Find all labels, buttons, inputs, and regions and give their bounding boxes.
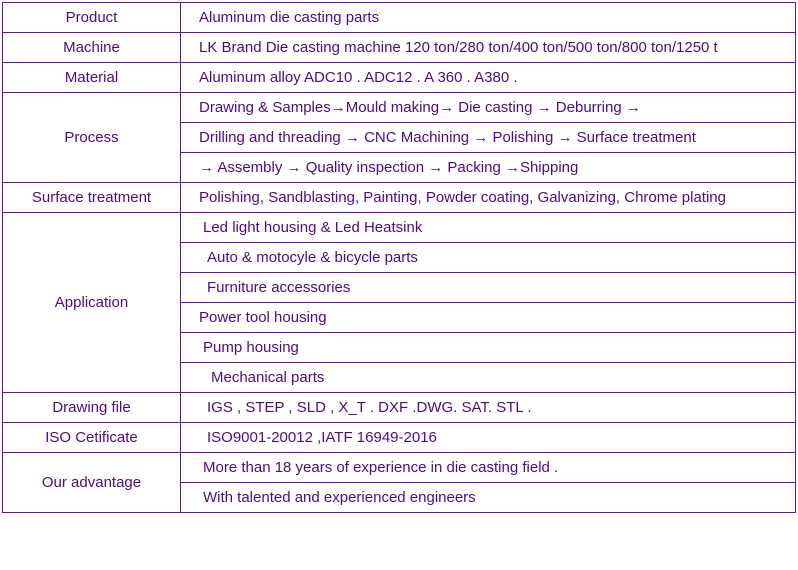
row-label: Drawing file — [3, 393, 181, 423]
row-value: More than 18 years of experience in die … — [181, 453, 796, 483]
table-row: MaterialAluminum alloy ADC10 . ADC12 . A… — [3, 63, 796, 93]
row-label: Material — [3, 63, 181, 93]
row-value: Polishing, Sandblasting, Painting, Powde… — [181, 183, 796, 213]
spec-table-body: ProductAluminum die casting partsMachine… — [3, 3, 796, 513]
row-label: Product — [3, 3, 181, 33]
table-row: ApplicationLed light housing & Led Heats… — [3, 213, 796, 243]
row-label: Our advantage — [3, 453, 181, 513]
row-value: Aluminum die casting parts — [181, 3, 796, 33]
table-row: ProcessDrawing & Samples→Mould making→ D… — [3, 93, 796, 123]
table-row: MachineLK Brand Die casting machine 120 … — [3, 33, 796, 63]
row-label: ISO Cetificate — [3, 423, 181, 453]
row-value: Aluminum alloy ADC10 . ADC12 . A 360 . A… — [181, 63, 796, 93]
row-value: → Assembly → Quality inspection → Packin… — [181, 153, 796, 183]
row-label: Surface treatment — [3, 183, 181, 213]
row-value: Drilling and threading → CNC Machining →… — [181, 123, 796, 153]
row-value: Led light housing & Led Heatsink — [181, 213, 796, 243]
table-row: Our advantageMore than 18 years of exper… — [3, 453, 796, 483]
row-value: Auto & motocyle & bicycle parts — [181, 243, 796, 273]
row-value: Mechanical parts — [181, 363, 796, 393]
row-value: With talented and experienced engineers — [181, 483, 796, 513]
row-label: Machine — [3, 33, 181, 63]
row-value: IGS , STEP , SLD , X_T . DXF .DWG. SAT. … — [181, 393, 796, 423]
row-label: Application — [3, 213, 181, 393]
row-value: LK Brand Die casting machine 120 ton/280… — [181, 33, 796, 63]
row-value: Power tool housing — [181, 303, 796, 333]
row-value: Drawing & Samples→Mould making→ Die cast… — [181, 93, 796, 123]
row-label: Process — [3, 93, 181, 183]
row-value: ISO9001-20012 ,IATF 16949-2016 — [181, 423, 796, 453]
row-value: Pump housing — [181, 333, 796, 363]
table-row: ProductAluminum die casting parts — [3, 3, 796, 33]
spec-table: ProductAluminum die casting partsMachine… — [2, 2, 796, 513]
table-row: Drawing fileIGS , STEP , SLD , X_T . DXF… — [3, 393, 796, 423]
row-value: Furniture accessories — [181, 273, 796, 303]
table-row: ISO CetificateISO9001-20012 ,IATF 16949-… — [3, 423, 796, 453]
table-row: Surface treatmentPolishing, Sandblasting… — [3, 183, 796, 213]
